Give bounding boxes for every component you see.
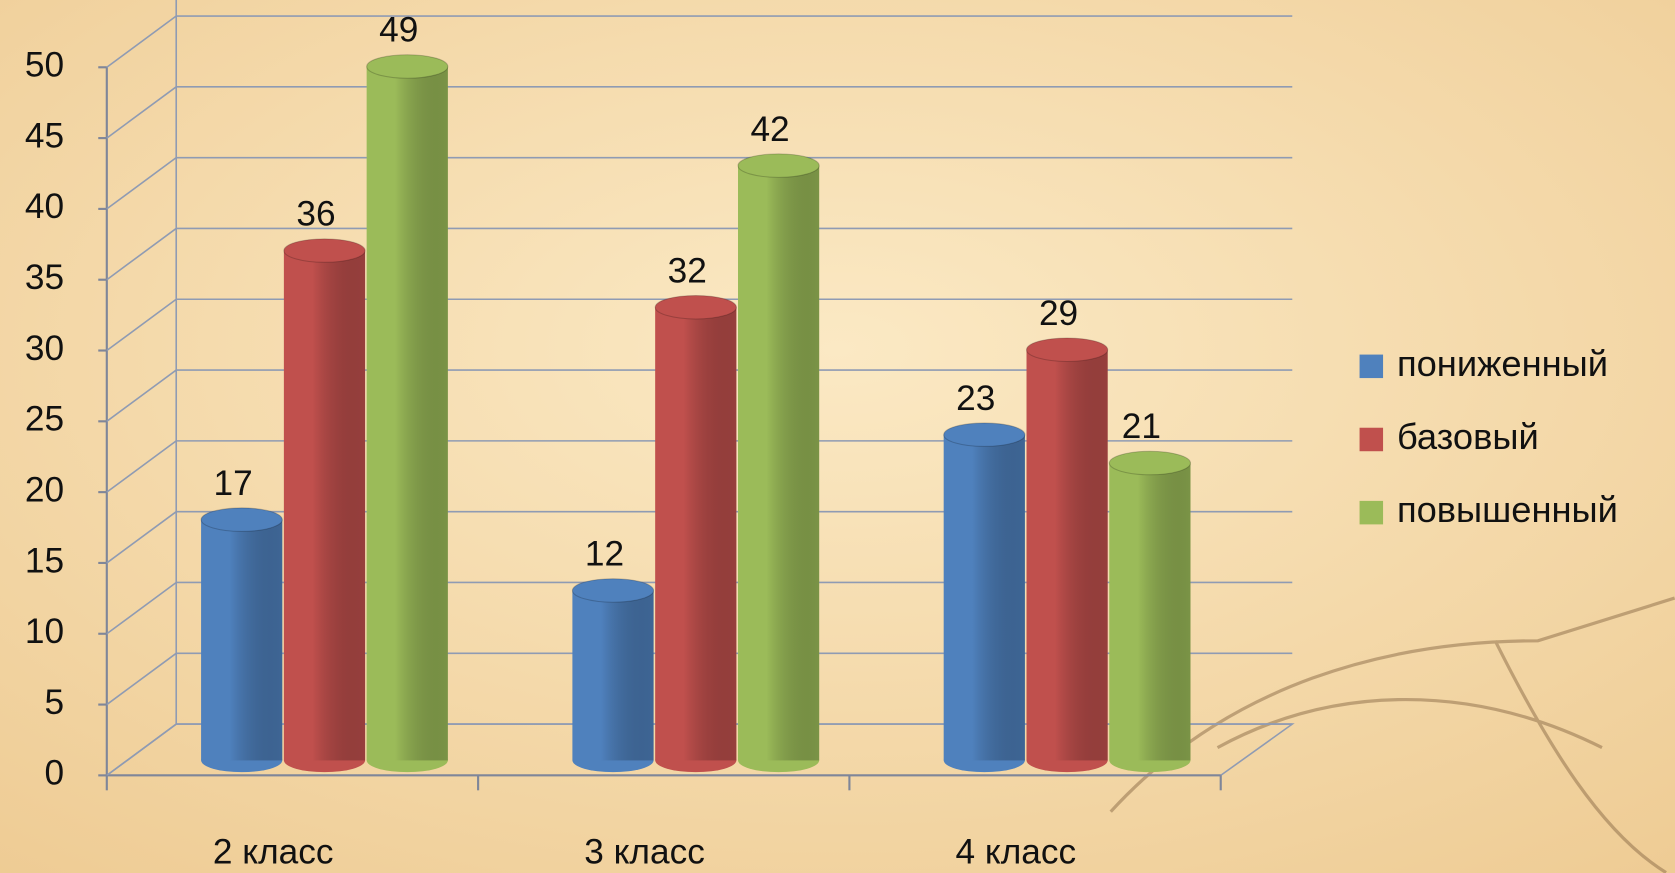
bar-top bbox=[1108, 450, 1192, 476]
y-tick-label: 35 bbox=[25, 258, 64, 297]
grid-line-side bbox=[106, 15, 177, 68]
data-label: 49 bbox=[379, 11, 418, 50]
grid-line-side bbox=[106, 723, 177, 777]
y-tick-label: 20 bbox=[25, 470, 64, 509]
y-tick-label: 5 bbox=[44, 683, 64, 722]
y-tick-label: 0 bbox=[44, 754, 64, 793]
bar-top bbox=[943, 422, 1026, 447]
data-label: 12 bbox=[585, 535, 624, 574]
y-tick-label: 25 bbox=[25, 400, 64, 439]
grid-line-side bbox=[106, 156, 177, 210]
grid-line-side bbox=[106, 86, 177, 139]
data-label: 32 bbox=[668, 251, 707, 290]
legend-swatch bbox=[1359, 354, 1384, 379]
y-tick-label: 40 bbox=[25, 187, 64, 226]
grid-line-side bbox=[106, 511, 177, 564]
x-tick-label: 3 класс bbox=[584, 833, 705, 872]
data-label: 17 bbox=[214, 464, 253, 503]
x-tick-label: 4 класс bbox=[956, 833, 1077, 872]
bar-shade bbox=[655, 307, 737, 761]
bar-shade bbox=[283, 250, 366, 761]
y-tick-label: 45 bbox=[25, 116, 64, 155]
y-tick-label: 15 bbox=[25, 541, 64, 580]
plot-area: 0 5 10 15 20 25 30 35 40 45 50 2 класс 17 36 49 3 класс… bbox=[25, 0, 1675, 873]
data-label: 29 bbox=[1039, 294, 1078, 333]
bar-top bbox=[571, 578, 655, 603]
bar-shade bbox=[201, 519, 283, 761]
data-label: 36 bbox=[296, 195, 335, 234]
bar-shade bbox=[943, 434, 1025, 761]
legend-label: базовый bbox=[1397, 416, 1539, 457]
bar-top bbox=[283, 238, 366, 263]
legend-label: повышенный bbox=[1397, 489, 1618, 530]
grid-line-side bbox=[106, 227, 177, 281]
bar-top bbox=[737, 153, 820, 178]
grid-line-side bbox=[106, 652, 177, 706]
grid-line-side bbox=[106, 581, 177, 635]
bar-top bbox=[200, 507, 283, 532]
data-label: 23 bbox=[956, 379, 995, 418]
x-tick-label: 2 класс bbox=[213, 833, 334, 872]
bar-shade bbox=[572, 590, 654, 761]
bar-top bbox=[654, 294, 737, 320]
y-tick-label: 30 bbox=[25, 329, 64, 368]
bar-shade bbox=[1109, 463, 1191, 761]
data-label: 42 bbox=[750, 110, 789, 149]
legend-swatch bbox=[1359, 427, 1384, 452]
bar-shade bbox=[1026, 349, 1108, 761]
y-tick-label: 50 bbox=[25, 46, 64, 85]
legend-label: пониженный bbox=[1397, 343, 1608, 384]
data-label: 21 bbox=[1122, 407, 1161, 446]
grid-line-side bbox=[106, 369, 177, 422]
grid-line-side bbox=[106, 440, 177, 493]
bar-shade bbox=[738, 165, 820, 761]
legend-swatch bbox=[1359, 500, 1384, 525]
grid-line-side bbox=[106, 298, 177, 352]
bar-shade bbox=[366, 66, 448, 761]
bar-top bbox=[1025, 337, 1109, 363]
y-tick-label: 10 bbox=[25, 612, 64, 651]
bar-top bbox=[366, 54, 449, 79]
